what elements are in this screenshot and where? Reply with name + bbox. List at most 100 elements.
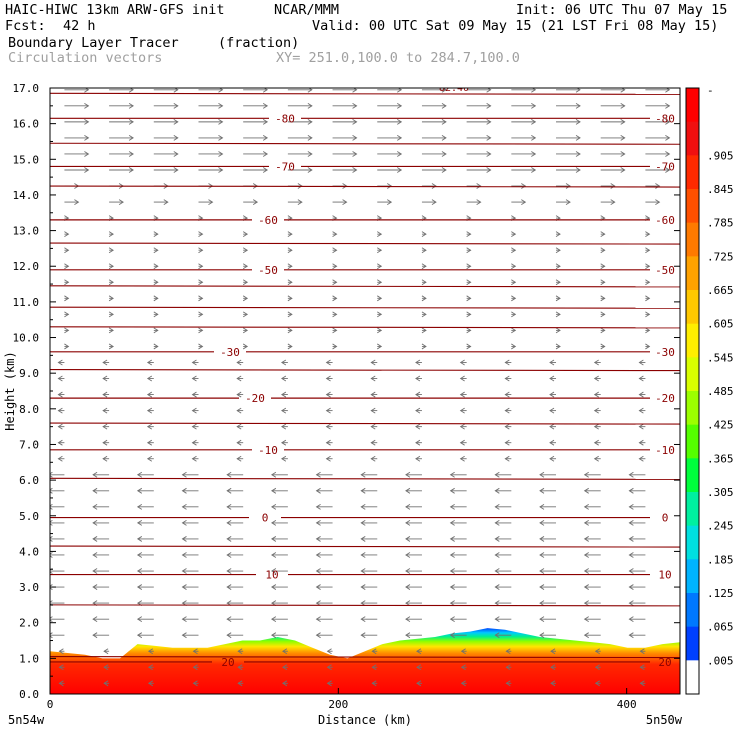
contour-label: 10: [265, 569, 278, 582]
circulation-vector-head: [370, 407, 376, 414]
circulation-vector-head: [315, 568, 321, 574]
circulation-vector-head: [173, 118, 179, 125]
circulation-vector-head: [494, 536, 500, 542]
circulation-vector-head: [645, 327, 651, 334]
circulation-vector-head: [307, 151, 313, 157]
circulation-vector-head: [181, 552, 187, 558]
circulation-vector-head: [441, 118, 447, 125]
circulation-vector-head: [476, 199, 482, 205]
circulation-vector-head: [191, 375, 197, 382]
circulation-vector-head: [415, 439, 421, 446]
circulation-vector-head: [315, 584, 321, 590]
circulation-vector-head: [459, 455, 465, 462]
circulation-vector-head: [226, 536, 232, 542]
circulation-vector-head: [57, 391, 63, 398]
circulation-vector-head: [242, 247, 249, 254]
circulation-vector-head: [370, 439, 376, 446]
circulation-vector-head: [370, 455, 376, 462]
circulation-vector-head: [628, 632, 634, 639]
colorbar-swatch: [686, 424, 699, 459]
circulation-vector-head: [371, 680, 377, 687]
contour-label-right: -60: [655, 214, 675, 227]
circulation-vector-head: [262, 118, 269, 125]
circulation-vector-head: [397, 167, 403, 173]
circulation-vector-head: [360, 520, 366, 526]
circulation-vector-head: [594, 664, 600, 671]
circulation-vector-head: [271, 552, 277, 558]
circulation-vector-head: [441, 151, 447, 157]
circulation-vector-head: [64, 327, 70, 334]
circulation-vector-head: [397, 102, 403, 109]
circulation-vector-head: [360, 552, 366, 558]
y-tick-label: 16.0: [13, 118, 40, 131]
circulation-vector-head: [325, 423, 331, 430]
circulation-vector-head: [173, 135, 179, 141]
circulation-vector-head: [108, 279, 114, 286]
circulation-vector-head: [521, 183, 527, 189]
colorbar-label: .305: [707, 486, 734, 499]
colorbar-frame: [685, 87, 700, 695]
circulation-vector-head: [466, 231, 472, 238]
circulation-vector-head: [645, 343, 651, 350]
circulation-vector-head: [421, 343, 427, 350]
contour-label: -70: [275, 160, 295, 173]
colorbar-label: .005: [707, 654, 734, 667]
circulation-vector-head: [539, 536, 545, 542]
circulation-vector-head: [192, 664, 198, 671]
circulation-vector-head: [645, 247, 651, 254]
circulation-vector-head: [583, 584, 589, 590]
circulation-vector-head: [64, 263, 70, 270]
circulation-vector-head: [136, 584, 143, 590]
circulation-vector-head: [539, 616, 545, 623]
temperature-contour: [50, 326, 680, 329]
temperature-contour: [50, 92, 680, 95]
circulation-vector-head: [550, 648, 556, 655]
circulation-vector-head: [583, 552, 589, 558]
circulation-vector-head: [282, 664, 288, 671]
circulation-vector-head: [191, 407, 197, 414]
circulation-vector-head: [460, 648, 466, 655]
circulation-vector-head: [57, 407, 63, 414]
circulation-vector-head: [108, 327, 114, 334]
circulation-vector-head: [226, 568, 232, 574]
y-tick-label: 8.0: [19, 403, 39, 416]
circulation-vector-head: [262, 167, 269, 173]
circulation-vector-head: [505, 648, 511, 655]
circulation-vector-head: [332, 343, 338, 350]
circulation-vector-head: [58, 648, 64, 655]
colorbar-label: .425: [707, 419, 734, 432]
circulation-vector-head: [226, 552, 232, 558]
circulation-vector-head: [50, 584, 53, 590]
circulation-vector-head: [218, 167, 224, 173]
circulation-vector-head: [332, 327, 338, 334]
circulation-vector-head: [58, 680, 64, 687]
x-tick-label: 0: [47, 698, 54, 711]
circulation-vector-head: [504, 391, 510, 398]
circulation-vector-head: [236, 391, 242, 398]
circulation-vector-head: [198, 295, 204, 302]
circulation-vector-head: [539, 600, 545, 606]
circulation-vector-head: [638, 439, 644, 446]
circulation-vector-head: [459, 375, 465, 382]
circulation-vector-head: [486, 102, 492, 109]
circulation-vector-head: [377, 327, 383, 334]
circulation-vector-head: [511, 247, 517, 254]
contour-label: 0: [262, 512, 269, 525]
y-tick-label: 4.0: [19, 545, 39, 558]
circulation-vector-head: [236, 455, 242, 462]
circulation-vector-head: [583, 600, 589, 606]
circulation-vector-head: [146, 359, 153, 366]
circulation-vector-head: [198, 231, 204, 238]
y-tick-label: 12.0: [13, 260, 40, 273]
colorbar-label: .125: [707, 587, 734, 600]
circulation-vector-head: [459, 407, 465, 414]
circulation-vector-head: [271, 584, 277, 590]
circulation-vector-head: [511, 231, 517, 238]
vectors-label: Circulation vectors: [8, 50, 163, 66]
circulation-vector-head: [504, 423, 510, 430]
y-tick-label: 6.0: [19, 474, 39, 487]
circulation-vector-head: [449, 616, 455, 623]
circulation-vector-head: [655, 183, 661, 189]
circulation-vector-head: [325, 439, 331, 446]
circulation-vector-head: [575, 167, 581, 173]
